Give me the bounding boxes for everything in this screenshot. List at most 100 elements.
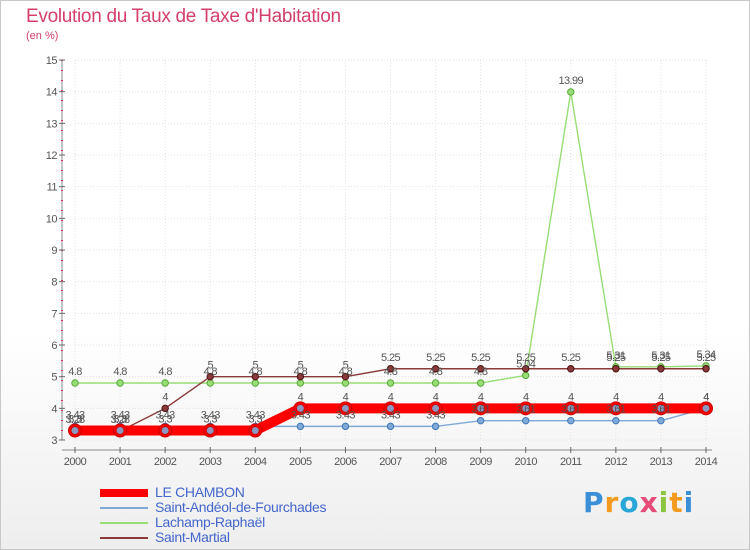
data-label-2: 5.34 bbox=[696, 349, 715, 361]
series-point-1 bbox=[657, 416, 665, 425]
data-label-1: 3.43 bbox=[65, 409, 84, 421]
series-point-inner bbox=[70, 426, 80, 435]
series-point-2 bbox=[567, 88, 575, 96]
data-label-2: 4.8 bbox=[474, 366, 488, 378]
series-point-inner bbox=[295, 403, 305, 413]
series-point-inner bbox=[250, 426, 260, 435]
data-label-0: 4 bbox=[478, 391, 484, 403]
legend-label: Lachamp-Raphaël bbox=[155, 514, 265, 530]
legend-swatch bbox=[100, 522, 148, 524]
series-point-2 bbox=[116, 379, 124, 387]
data-label-0: 4 bbox=[343, 391, 349, 403]
series-point-3 bbox=[657, 365, 665, 373]
data-label-1: 3.43 bbox=[426, 409, 445, 421]
data-label-3: 5 bbox=[343, 360, 349, 372]
data-label-2: 5.31 bbox=[651, 350, 670, 362]
data-label-2: 5.04 bbox=[516, 358, 535, 370]
data-label-1: 3.61 bbox=[561, 404, 580, 416]
data-label-1: 3.43 bbox=[111, 409, 130, 421]
series-layer bbox=[68, 88, 713, 438]
data-label-3: 5.25 bbox=[426, 352, 445, 364]
logo-letter: x bbox=[639, 486, 659, 519]
y-tick-label: 3 bbox=[51, 435, 57, 447]
x-tick-label: 2009 bbox=[469, 456, 492, 468]
data-labels-layer: 3.3 3.3 3.3 3.3 3.3 4 4 4 4 4 4 4 4 4 4 3.43 3.43 3.43 3.4… bbox=[65, 75, 716, 426]
logo-letter: P bbox=[583, 486, 605, 519]
data-label-3: 5.25 bbox=[606, 352, 625, 364]
series-point-inner bbox=[431, 403, 441, 413]
data-label-1: 3.43 bbox=[336, 409, 355, 421]
series-point-3 bbox=[522, 365, 530, 373]
data-label-0: 3.3 bbox=[158, 414, 172, 426]
x-tick-label: 2012 bbox=[605, 456, 628, 468]
series-point-1 bbox=[522, 416, 530, 425]
x-tick-label: 2004 bbox=[244, 456, 267, 468]
series-point-2 bbox=[522, 371, 530, 380]
y-tick-label: 13 bbox=[46, 118, 58, 130]
series-point-3 bbox=[567, 365, 575, 373]
series-point-3 bbox=[386, 365, 395, 373]
series-point-3 bbox=[431, 365, 440, 373]
series-point-inner bbox=[205, 426, 215, 435]
logo-letter: t bbox=[669, 486, 684, 519]
series-point-3 bbox=[206, 372, 214, 381]
x-tick-label: 2011 bbox=[560, 456, 582, 468]
y-tick-label: 11 bbox=[47, 182, 58, 194]
y-tick-label: 15 bbox=[46, 55, 58, 67]
series-point-2 bbox=[386, 379, 395, 387]
y-tick-label: 14 bbox=[46, 87, 58, 99]
data-label-0: 3.3 bbox=[249, 414, 263, 426]
series-point-3 bbox=[702, 365, 710, 373]
series-point-1 bbox=[476, 416, 485, 425]
legend-swatch bbox=[100, 537, 148, 539]
x-tick-label: 2007 bbox=[379, 456, 402, 468]
y-tick-label: 9 bbox=[51, 245, 57, 257]
data-label-3: 5.25 bbox=[651, 352, 670, 364]
data-label-0: 4 bbox=[388, 391, 394, 403]
data-label-2: 4.8 bbox=[113, 366, 127, 378]
y-tick-label: 5 bbox=[51, 372, 57, 384]
series-point-1 bbox=[296, 422, 305, 431]
series-point-inner bbox=[340, 403, 350, 413]
logo-letter: i bbox=[658, 486, 670, 519]
data-label-0: 4 bbox=[568, 391, 574, 403]
y-tick-label: 4 bbox=[51, 403, 57, 415]
data-label-1: 3.43 bbox=[381, 409, 400, 421]
series-point-2 bbox=[296, 379, 305, 387]
series-point-inner bbox=[386, 403, 395, 413]
data-label-3: 5 bbox=[298, 360, 304, 372]
y-tick-label: 12 bbox=[46, 150, 58, 162]
series-point-1 bbox=[567, 416, 575, 425]
series-point-3 bbox=[296, 372, 305, 381]
y-tick-label: 7 bbox=[51, 308, 57, 320]
series-point-1 bbox=[386, 422, 395, 431]
data-label-3: 5.25 bbox=[471, 352, 490, 364]
x-tick-label: 2008 bbox=[424, 456, 447, 468]
series-point-inner bbox=[115, 426, 125, 435]
data-label-3: 5.25 bbox=[381, 352, 400, 364]
data-label-3: 5.25 bbox=[516, 352, 535, 364]
y-tick-label: 8 bbox=[51, 277, 57, 289]
data-label-1: 4 bbox=[703, 391, 709, 403]
data-label-2: 5.31 bbox=[606, 350, 625, 362]
data-label-0: 4 bbox=[433, 391, 439, 403]
data-label-2: 4.8 bbox=[203, 366, 217, 378]
data-label-1: 3.61 bbox=[516, 404, 535, 416]
data-label-3: 3.28 bbox=[111, 414, 130, 426]
data-label-0: 4 bbox=[613, 391, 619, 403]
data-label-2: 4.8 bbox=[384, 366, 398, 378]
legend-swatch bbox=[100, 489, 148, 497]
x-tick-label: 2010 bbox=[514, 456, 537, 468]
series-point-1 bbox=[341, 422, 350, 431]
data-label-2: 4.8 bbox=[158, 366, 172, 378]
x-tick-label: 2003 bbox=[199, 456, 222, 468]
data-label-1: 3.43 bbox=[291, 409, 310, 421]
y-tick-label: 6 bbox=[51, 340, 57, 352]
logo-letter: r bbox=[604, 486, 620, 519]
data-label-1: 3.43 bbox=[246, 409, 265, 421]
data-label-2: 13.99 bbox=[559, 75, 584, 87]
series-point-inner bbox=[611, 403, 621, 413]
series-point-2 bbox=[161, 379, 169, 387]
data-label-1: 3.43 bbox=[156, 409, 175, 421]
